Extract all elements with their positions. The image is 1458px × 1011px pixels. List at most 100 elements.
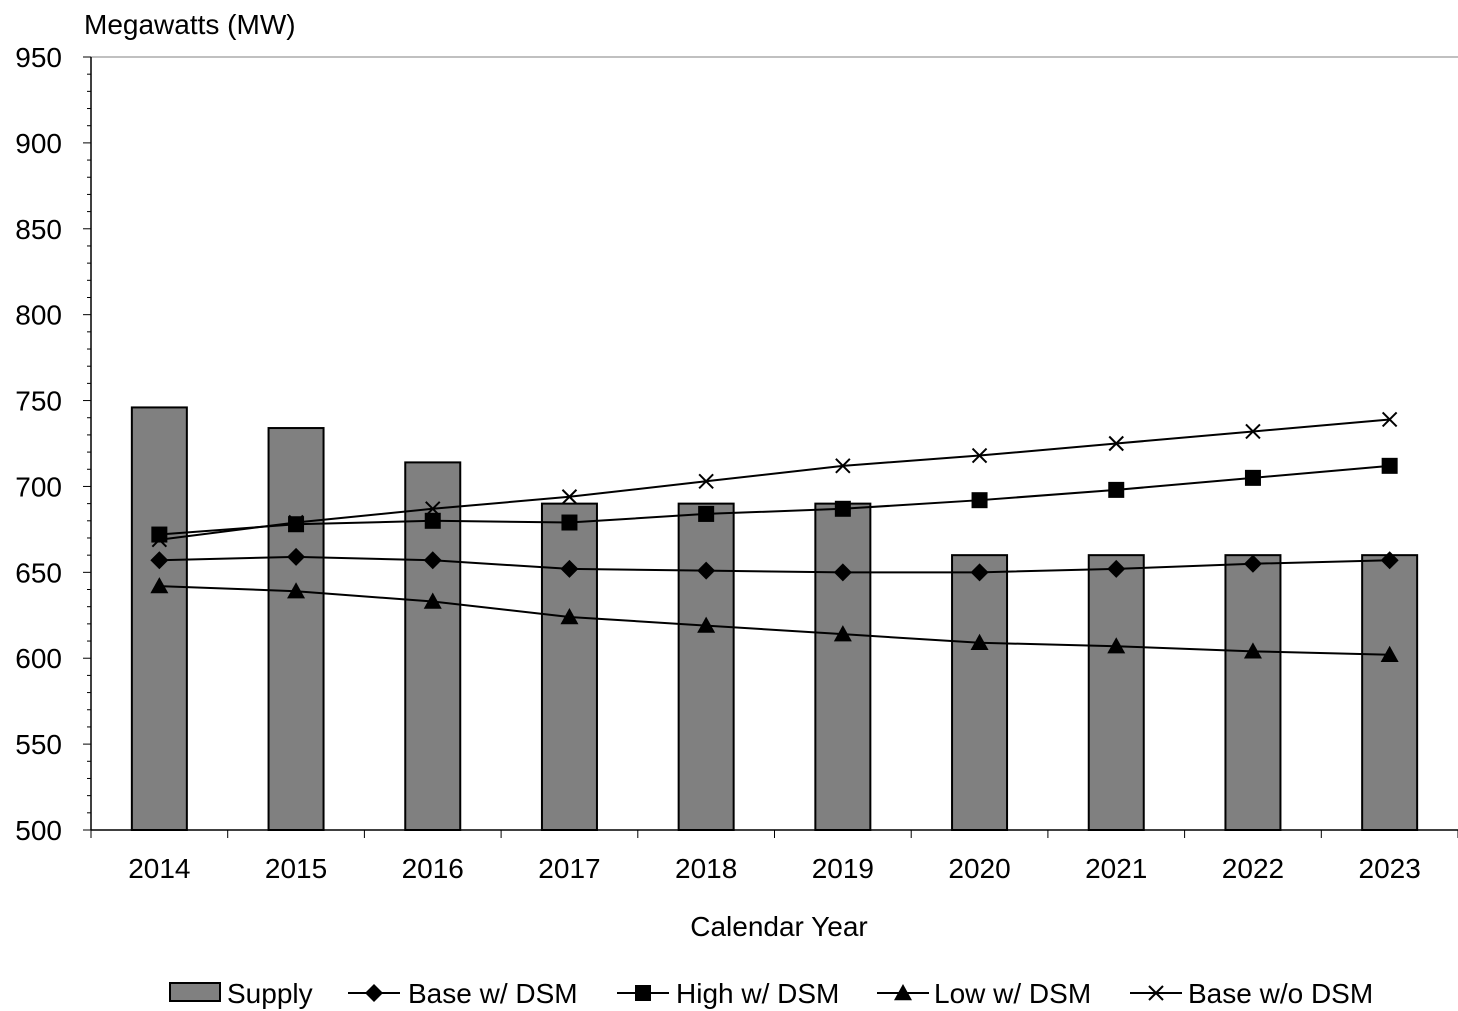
y-tick-label: 850 [15, 214, 62, 245]
bar-supply-2019 [814, 502, 872, 831]
line-base-w-o-dsm [159, 418, 1390, 541]
bar-supply-2023 [1361, 554, 1419, 832]
point-base-w-o-dsm-2018 [698, 473, 714, 489]
legend-item-supply: Supply [169, 978, 313, 1009]
plot-area: 500 550 600 650 700 750 800 850 900 950 2014 2015 20… [15, 42, 1458, 884]
y-tick-label: 650 [15, 557, 62, 588]
legend-swatch-supply [169, 982, 221, 1002]
point-base-w-dsm-2018 [697, 561, 716, 580]
legend-label-low-w-dsm: Low w/ DSM [934, 978, 1091, 1009]
point-low-w-dsm-2017 [560, 607, 579, 625]
point-base-w-dsm-2017 [560, 559, 579, 578]
point-base-w-o-dsm-2015 [288, 514, 304, 531]
x-marker-stroke [1381, 411, 1398, 428]
point-high-w-dsm-2023 [1381, 457, 1398, 474]
point-high-w-dsm-2018 [698, 505, 715, 522]
point-low-w-dsm-2021 [1107, 637, 1126, 654]
point-base-w-dsm-2021 [1107, 559, 1126, 578]
point-high-w-dsm-2019 [834, 500, 851, 517]
point-base-w-dsm-2014 [150, 551, 169, 570]
x-tick-label: 2015 [265, 853, 327, 884]
bar-supply-2017 [540, 502, 598, 831]
point-base-w-dsm-2015 [287, 547, 306, 566]
legend-item-low-w-dsm: Low w/ DSM [877, 978, 1091, 1009]
legend-item-base-w-dsm: Base w/ DSM [348, 978, 578, 1009]
point-base-w-o-dsm-2014 [151, 531, 168, 548]
bar-supply-2015 [267, 427, 325, 831]
point-base-w-dsm-2019 [833, 563, 852, 582]
bar-supply-2022 [1224, 554, 1282, 832]
x-tick-label: 2023 [1359, 853, 1421, 884]
legend-label-base-w-dsm: Base w/ DSM [408, 978, 578, 1009]
x-tick-label: 2018 [675, 853, 737, 884]
x-marker-stroke [1245, 423, 1261, 440]
point-base-w-o-dsm-2023 [1381, 411, 1398, 428]
line-low-w-dsm [159, 585, 1390, 656]
x-axis-label: Calendar Year [690, 911, 867, 942]
point-base-w-dsm-2022 [1243, 554, 1262, 573]
x-tick-label: 2017 [538, 853, 600, 884]
point-base-w-dsm-2016 [423, 551, 442, 570]
legend-label-base-w-o-dsm: Base w/o DSM [1188, 978, 1373, 1009]
point-base-w-o-dsm-2021 [1108, 435, 1124, 452]
point-low-w-dsm-2018 [697, 616, 716, 633]
point-low-w-dsm-2022 [1243, 642, 1262, 659]
x-tick-label: 2022 [1222, 853, 1284, 884]
x-marker-stroke [151, 531, 168, 548]
y-tick-label: 600 [15, 643, 62, 674]
point-high-w-dsm-2021 [1108, 481, 1125, 498]
x-tick-label: 2020 [948, 853, 1010, 884]
y-tick-label: 750 [15, 386, 62, 417]
point-base-w-o-dsm-2017 [561, 489, 578, 505]
y-tick-label: 800 [15, 300, 62, 331]
legend-marker-base-w-o-dsm [1148, 985, 1164, 1001]
point-base-w-o-dsm-2019 [835, 458, 851, 474]
legend-label-supply: Supply [227, 978, 313, 1009]
point-low-w-dsm-2014 [150, 577, 169, 594]
x-marker-stroke [698, 473, 714, 489]
x-tick-label: 2014 [128, 853, 190, 884]
x-marker-stroke [288, 514, 304, 531]
x-tick-label: 2021 [1085, 853, 1147, 884]
x-marker-stroke [835, 458, 851, 474]
point-low-w-dsm-2019 [833, 625, 852, 642]
point-low-w-dsm-2016 [423, 592, 442, 609]
point-high-w-dsm-2015 [288, 516, 305, 533]
y-tick-label: 900 [15, 128, 62, 159]
point-base-w-dsm-2023 [1380, 551, 1399, 570]
point-low-w-dsm-2023 [1380, 645, 1399, 662]
bar-supply-2014 [130, 406, 188, 831]
legend-marker-base-w-dsm [365, 984, 383, 1002]
y-tick-label: 500 [15, 815, 62, 846]
legend-marker-low-w-dsm [894, 984, 912, 1001]
y-tick-label: 950 [15, 42, 62, 73]
point-low-w-dsm-2015 [287, 582, 306, 599]
point-high-w-dsm-2016 [424, 512, 441, 529]
x-marker-stroke [425, 501, 441, 517]
legend-marker-high-w-dsm [635, 985, 651, 1001]
bar-supply-2018 [677, 502, 735, 831]
bar-supply-2021 [1087, 554, 1145, 832]
y-tick-label: 700 [15, 471, 62, 502]
x-tick-label: 2019 [812, 853, 874, 884]
point-base-w-dsm-2020 [970, 563, 989, 582]
y-axis-label: Megawatts (MW) [84, 9, 296, 40]
legend-item-high-w-dsm: High w/ DSM [617, 978, 839, 1009]
point-base-w-o-dsm-2016 [425, 501, 441, 517]
line-base-w-dsm [159, 555, 1390, 574]
line-high-w-dsm [159, 464, 1390, 536]
legend-item-base-w-o-dsm: Base w/o DSM [1130, 978, 1373, 1009]
x-marker-stroke [1148, 985, 1164, 1001]
legend: Supply Base w/ DSM High w/ DSM Low w/ DSM Ba… [169, 978, 1373, 1009]
x-marker-stroke [561, 489, 578, 505]
y-tick-label: 550 [15, 729, 62, 760]
x-marker-stroke [971, 447, 988, 464]
point-high-w-dsm-2022 [1244, 469, 1261, 486]
point-high-w-dsm-2020 [971, 492, 988, 509]
point-base-w-o-dsm-2022 [1245, 423, 1261, 440]
x-tick-label: 2016 [402, 853, 464, 884]
point-low-w-dsm-2020 [970, 633, 989, 650]
point-high-w-dsm-2017 [561, 514, 578, 531]
x-marker-stroke [1108, 435, 1124, 452]
